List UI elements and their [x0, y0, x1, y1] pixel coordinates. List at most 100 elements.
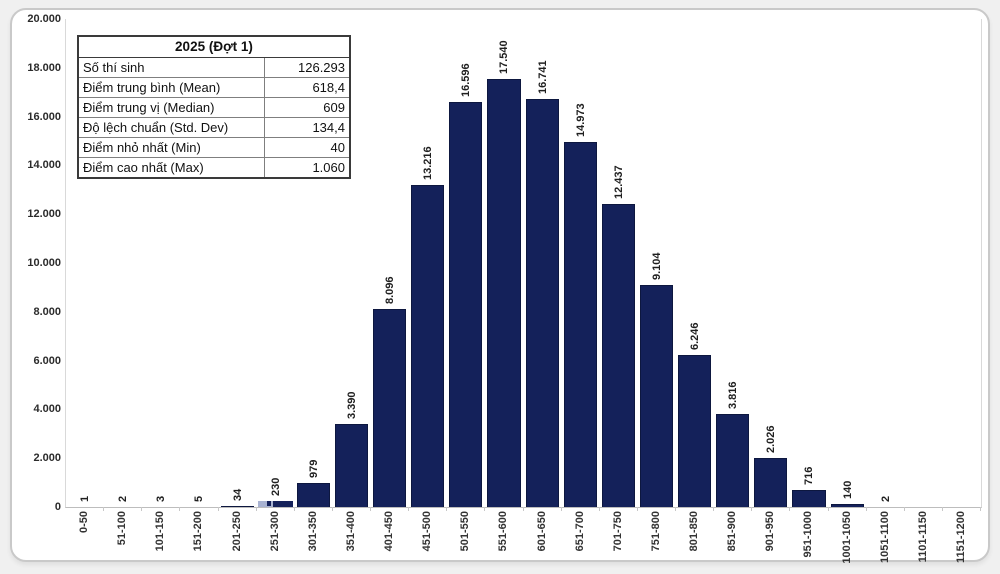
- bar-slot: [943, 19, 981, 507]
- bar[interactable]: [373, 309, 407, 507]
- stats-value: 609: [323, 100, 345, 115]
- x-category-slot: 651-700: [561, 507, 600, 563]
- x-category-slot: 351-400: [332, 507, 371, 563]
- bar-slot: 14.973: [562, 19, 600, 507]
- x-category-slot: 801-850: [675, 507, 715, 563]
- axis-tick: [865, 507, 867, 511]
- bar[interactable]: [601, 204, 635, 507]
- x-category-slot: 751-800: [637, 507, 676, 563]
- bar-value-label: 3: [155, 495, 168, 502]
- bar-slot: 2: [867, 19, 905, 507]
- x-tick-label: 1001-1050: [840, 511, 853, 564]
- y-tick-label: 12.000: [27, 208, 61, 220]
- bar[interactable]: [525, 99, 559, 507]
- x-category-slot: 551-600: [484, 507, 524, 563]
- stats-label: Điểm nhỏ nhất (Min): [79, 138, 265, 157]
- stats-value: 618,4: [312, 80, 345, 95]
- bar-slot: 230: [257, 19, 295, 507]
- bar-slot: 34: [219, 19, 257, 507]
- axis-tick: [751, 507, 753, 511]
- x-category-slot: 0-50: [65, 507, 105, 563]
- axis-tick: [370, 507, 371, 511]
- axis-tick: [789, 507, 791, 511]
- x-category-slot: 601-650: [523, 507, 562, 563]
- x-tick-label: 801-850: [688, 511, 701, 552]
- x-category-slot: 251-300: [256, 507, 295, 563]
- x-category-slot: 1051-1100: [866, 507, 905, 563]
- x-category-slot: 51-100: [103, 507, 143, 563]
- stats-table-title: 2025 (Đợt 1): [79, 37, 349, 58]
- bar[interactable]: [678, 355, 712, 507]
- bar[interactable]: [334, 424, 368, 507]
- axis-tick: [827, 507, 829, 511]
- axis-tick: [903, 507, 905, 511]
- axis-tick: [484, 507, 486, 511]
- y-tick-label: 20.000: [27, 13, 61, 25]
- bar-value-label: 5: [193, 495, 206, 502]
- bar[interactable]: [449, 102, 483, 507]
- y-tick-label: 2.000: [33, 452, 61, 464]
- axis-tick: [560, 507, 562, 511]
- bar-value-label: 140: [841, 480, 854, 499]
- x-category-slot: 301-350: [294, 507, 333, 563]
- bar-slot: 716: [790, 19, 828, 507]
- x-category-slot: 151-200: [179, 507, 219, 563]
- bar[interactable]: [792, 490, 826, 507]
- bar[interactable]: [830, 504, 864, 507]
- x-tick-label: 1151-1200: [954, 511, 967, 563]
- axis-tick: [103, 507, 105, 511]
- stats-table[interactable]: 2025 (Đợt 1) Số thí sinh 126.293 Điểm tr…: [77, 35, 351, 179]
- bar[interactable]: [563, 142, 597, 507]
- x-axis: 0-50 51-100 101-150 151-200 201-250 251-300 30…: [65, 507, 981, 564]
- plot-area[interactable]: 1 2 3 5 34 230 979 3.390 8.096 13.216 16.596 17.540…: [65, 19, 982, 508]
- bar-value-label: 1: [79, 495, 92, 502]
- x-category-slot: 951-1000: [789, 507, 829, 563]
- bar[interactable]: [220, 506, 254, 507]
- bar-slot: 3.816: [714, 19, 752, 507]
- stats-row: Độ lệch chuẩn (Std. Dev) 134,4: [79, 118, 349, 138]
- bar[interactable]: [411, 185, 445, 507]
- axis-tick: [179, 507, 181, 511]
- y-axis: 20.000 18.000 16.000 14.000 12.000 10.000 8.00…: [20, 13, 65, 513]
- bar-slot: 16.596: [447, 19, 485, 507]
- axis-tick: [446, 507, 448, 511]
- y-tick-label: 14.000: [27, 159, 61, 171]
- x-tick-label: 451-500: [421, 511, 434, 552]
- axis-tick: [980, 507, 981, 511]
- bar[interactable]: [487, 79, 521, 507]
- axis-tick: [141, 507, 143, 511]
- bar-value-label: 8.096: [384, 276, 397, 304]
- stats-label: Độ lệch chuẩn (Std. Dev): [79, 118, 265, 137]
- selection-marker: [267, 501, 272, 506]
- axis-tick: [598, 507, 600, 511]
- x-tick-label: 0-50: [78, 511, 91, 534]
- bar-value-label: 13.216: [422, 146, 435, 180]
- y-tick-label: 8.000: [33, 306, 61, 318]
- x-category-slot: 1101-1150: [904, 507, 943, 563]
- x-tick-label: 701-750: [611, 511, 624, 552]
- bar-value-label: 2: [117, 495, 130, 502]
- stats-row: Điểm cao nhất (Max) 1.060: [79, 158, 349, 177]
- bar-slot: 8.096: [371, 19, 409, 507]
- chart-card[interactable]: 20.000 18.000 16.000 14.000 12.000 10.000 8.00…: [10, 8, 990, 564]
- bar-value-label: 716: [803, 466, 816, 485]
- y-tick-label: 0: [54, 501, 61, 513]
- bar[interactable]: [272, 501, 293, 507]
- stats-value: 134,4: [312, 120, 345, 135]
- x-tick-label: 151-200: [192, 511, 205, 552]
- bar-value-label: 9.104: [650, 252, 663, 280]
- x-tick-label: 351-400: [344, 511, 357, 552]
- stats-row: Điểm nhỏ nhất (Min) 40: [79, 138, 349, 158]
- x-tick-label: 251-300: [268, 511, 281, 552]
- bar[interactable]: [296, 483, 330, 507]
- bar-value-label: 6.246: [689, 322, 702, 350]
- bar[interactable]: [639, 285, 673, 507]
- axis-tick: [217, 507, 219, 511]
- axis-tick: [675, 507, 676, 511]
- bar-slot: 979: [295, 19, 333, 507]
- x-category-slot: 401-450: [370, 507, 410, 563]
- axis-tick: [522, 507, 524, 511]
- bar[interactable]: [754, 458, 788, 507]
- bar[interactable]: [716, 414, 750, 507]
